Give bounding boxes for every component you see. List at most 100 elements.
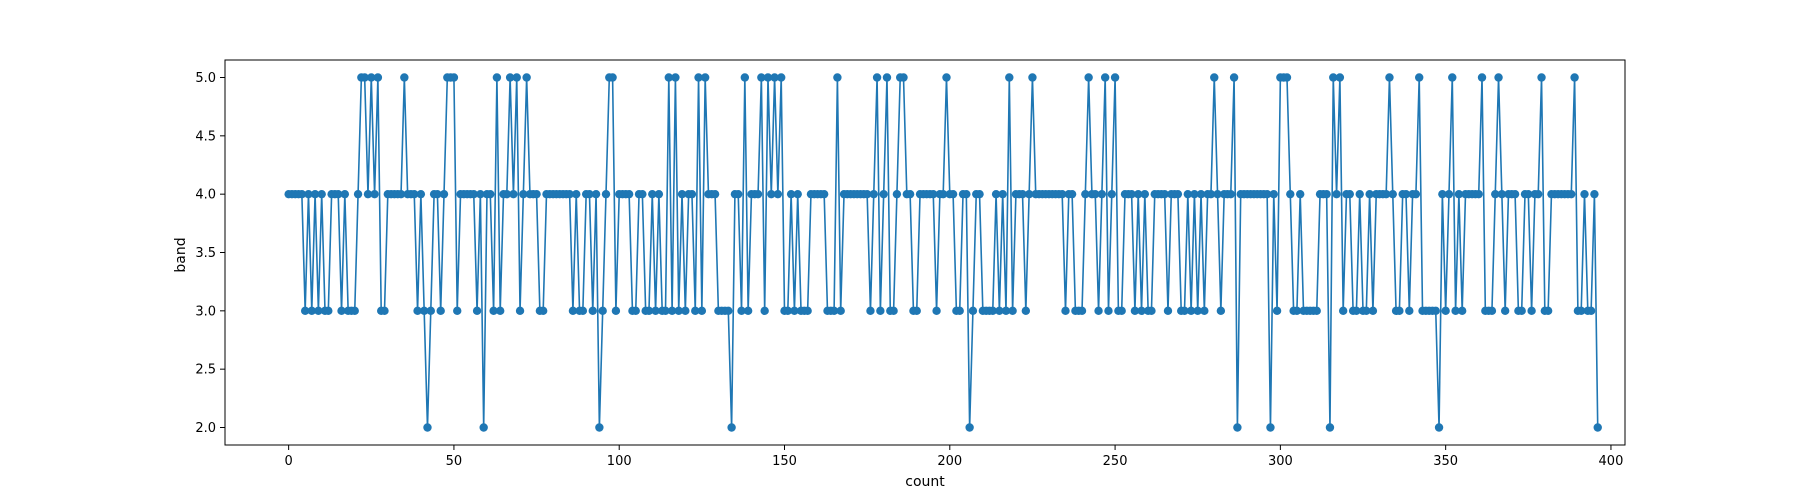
data-point	[426, 306, 435, 316]
data-point	[1057, 189, 1067, 199]
data-point	[743, 306, 753, 316]
data-point	[968, 306, 978, 316]
data-point	[1137, 306, 1146, 316]
data-point	[1491, 189, 1500, 199]
data-point	[1570, 73, 1579, 82]
data-point	[472, 306, 482, 316]
data-point	[396, 189, 406, 199]
data-point	[667, 306, 677, 316]
data-point	[502, 189, 512, 199]
data-point	[1196, 189, 1206, 199]
data-point	[975, 189, 984, 199]
data-point	[439, 189, 449, 199]
data-point	[1332, 189, 1341, 199]
data-point	[317, 189, 326, 199]
data-point	[882, 73, 892, 82]
data-point	[651, 306, 660, 316]
x-axis-label: count	[905, 474, 945, 490]
data-point	[1487, 306, 1497, 316]
data-point	[955, 306, 964, 316]
data-point	[1524, 189, 1533, 199]
data-point	[734, 189, 743, 199]
data-point	[700, 73, 710, 82]
data-point	[783, 306, 793, 316]
data-point	[631, 306, 640, 316]
data-point	[373, 73, 383, 82]
data-point	[370, 189, 379, 199]
data-point	[724, 306, 733, 316]
data-point	[1028, 73, 1037, 82]
y-tick-label: 4.5	[195, 129, 216, 144]
data-point	[1021, 306, 1031, 316]
data-point	[1067, 189, 1077, 199]
data-point	[479, 423, 488, 432]
data-point	[1163, 306, 1173, 316]
data-point	[1104, 306, 1113, 316]
data-point	[595, 423, 604, 432]
data-point	[565, 189, 574, 199]
data-point	[905, 189, 915, 199]
data-point	[1226, 189, 1235, 199]
data-point	[1329, 73, 1338, 82]
data-point	[671, 73, 680, 82]
data-point	[1216, 306, 1226, 316]
data-point	[1200, 306, 1209, 316]
data-point	[988, 306, 997, 316]
data-point	[410, 189, 419, 199]
data-point	[866, 306, 875, 316]
data-point	[1024, 189, 1034, 199]
data-point	[737, 306, 746, 316]
data-point	[833, 73, 842, 82]
data-point	[1388, 189, 1397, 199]
data-point	[691, 306, 700, 316]
data-point	[505, 73, 515, 82]
data-point	[1008, 306, 1017, 316]
data-point	[1494, 73, 1503, 82]
data-point	[1107, 189, 1116, 199]
data-point	[872, 73, 882, 82]
x-tick-label: 50	[446, 454, 463, 469]
data-point	[889, 306, 898, 316]
data-point	[681, 306, 690, 316]
data-point	[449, 73, 459, 82]
data-point	[740, 73, 750, 82]
data-point	[790, 306, 799, 316]
data-point	[763, 73, 773, 82]
data-point	[836, 306, 845, 316]
data-point	[1345, 189, 1354, 199]
data-point	[400, 73, 409, 82]
data-point	[353, 189, 363, 199]
data-point	[1335, 73, 1345, 82]
data-point	[998, 189, 1007, 199]
data-point	[1272, 306, 1282, 316]
data-point	[803, 306, 812, 316]
data-point	[654, 189, 664, 199]
data-point	[1593, 423, 1602, 432]
data-point	[773, 189, 783, 199]
data-point	[1018, 189, 1027, 199]
data-point	[1110, 73, 1120, 82]
data-point	[694, 73, 703, 82]
data-point	[995, 306, 1004, 316]
data-point	[1266, 423, 1275, 432]
data-point	[433, 189, 442, 199]
data-point	[304, 189, 313, 199]
data-point	[585, 189, 594, 199]
data-point	[1434, 423, 1444, 432]
data-point	[1147, 306, 1156, 316]
x-tick-label: 400	[1599, 454, 1624, 469]
x-tick-label: 0	[284, 454, 292, 469]
data-point	[1352, 306, 1361, 316]
data-point	[829, 306, 839, 316]
data-point	[1577, 306, 1586, 316]
data-point	[786, 189, 796, 199]
data-point	[297, 189, 307, 199]
data-point	[1381, 189, 1391, 199]
data-point	[624, 189, 634, 199]
data-point	[892, 189, 902, 199]
data-point	[1527, 306, 1536, 316]
data-point	[1097, 189, 1107, 199]
data-point	[1269, 189, 1278, 199]
data-point	[1405, 306, 1414, 316]
data-point	[492, 73, 502, 82]
